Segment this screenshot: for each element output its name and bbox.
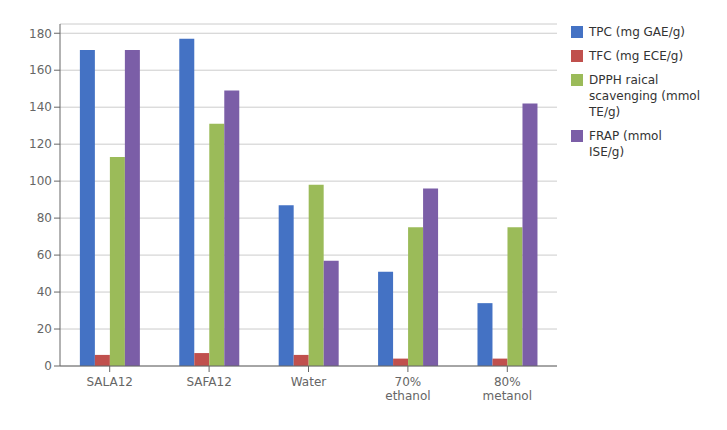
svg-text:0: 0 [44, 359, 52, 373]
svg-text:100: 100 [29, 174, 52, 188]
svg-text:60: 60 [37, 248, 52, 262]
html-text:DPPH raical scavenging (mmol T: DPPH raical scavenging (mmol TE/g) [589, 73, 700, 119]
svg-text:80%metanol: 80%metanol [483, 375, 532, 403]
svg-text:Water: Water [291, 375, 327, 389]
svg-text:70%ethanol: 70%ethanol [385, 375, 430, 403]
html-text:FRAP (mmol ISE/g): FRAP (mmol ISE/g) [589, 129, 662, 159]
svg-text:180: 180 [29, 27, 52, 41]
svg-text:140: 140 [29, 100, 52, 114]
html-text:TFC (mg ECE/g): TFC (mg ECE/g) [589, 49, 684, 63]
svg-text:80: 80 [37, 211, 52, 225]
svg-text:160: 160 [29, 63, 52, 77]
svg-text:120: 120 [29, 137, 52, 151]
svg-text:SAFA12: SAFA12 [186, 375, 231, 389]
svg-text:40: 40 [37, 285, 52, 299]
html-text:TPC (mg GAE/g): TPC (mg GAE/g) [589, 25, 685, 39]
svg-text:SALA12: SALA12 [86, 375, 133, 389]
svg-text:20: 20 [37, 322, 52, 336]
